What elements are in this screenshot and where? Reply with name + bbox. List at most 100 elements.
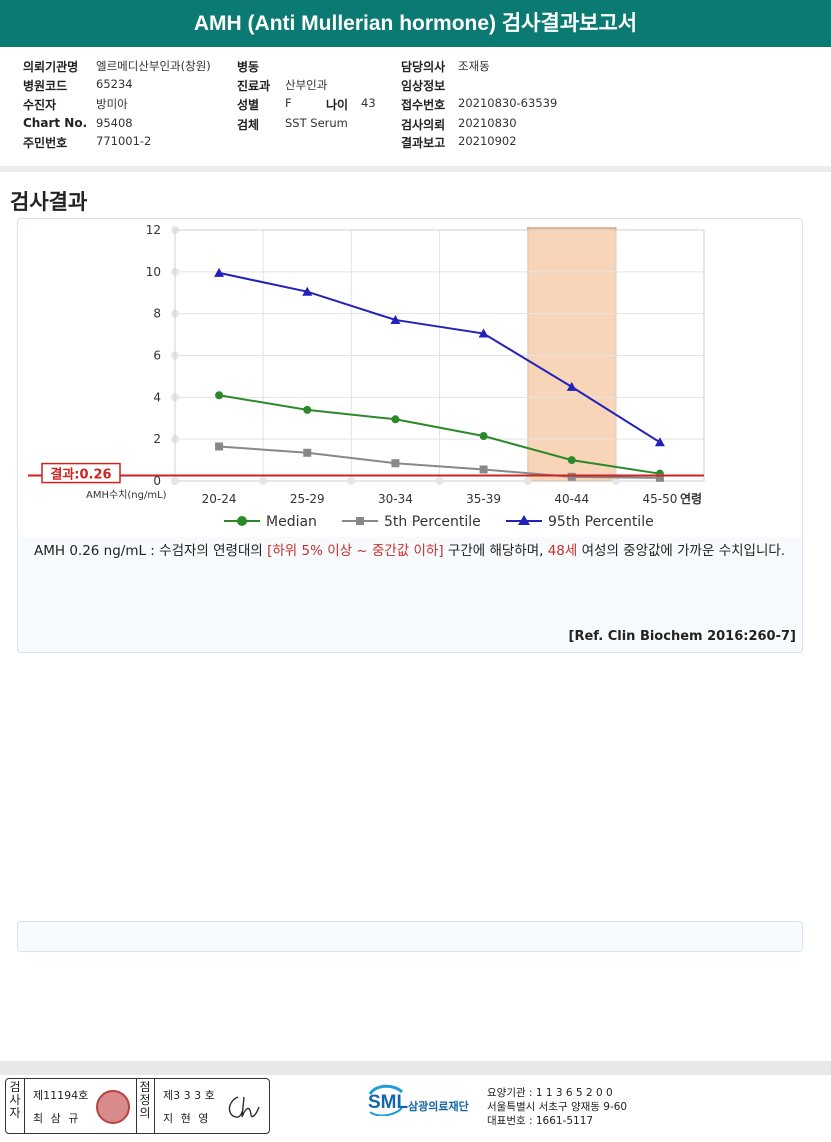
ward-label: 병동 [237, 60, 260, 74]
x-tick-label-45-50: 45-50 [642, 492, 677, 506]
legend-marker-1 [356, 517, 364, 525]
x-axis-label-left: AMH수치(ng/mL) [86, 489, 167, 501]
x-axis-label-right: 연령 [680, 491, 702, 506]
examinee-value: 방미아 [96, 97, 128, 111]
legend-marker-2 [518, 515, 530, 525]
x-tick-label-30-34: 30-34 [378, 492, 413, 506]
series-0-point-1 [303, 405, 312, 414]
interpretation-part1: AMH 0.26 ng/mL : 수검자의 연령대의 [34, 543, 268, 559]
specimen-value: SST Serum [285, 116, 348, 130]
series-2-point-2 [390, 314, 401, 324]
series-2-point-5 [654, 437, 665, 447]
organization-address: 서울특별시 서초구 양재동 9-60 [487, 1101, 628, 1113]
age-label: 나이 [326, 98, 349, 112]
request-date-label: 검사의뢰 [401, 118, 446, 132]
reception-no-label: 접수번호 [401, 98, 446, 112]
amh-chart: 0 2 4 6 8 10 12 20-24 25-29 30-34 35-39 40-44 45-50 A… [28, 223, 705, 530]
y-tick-label-12: 12 [146, 223, 161, 237]
series-1-point-1 [303, 448, 312, 457]
sex-value: F [285, 96, 292, 110]
sml-logo-text: SML [368, 1092, 409, 1113]
interpretation-range-highlight: [하위 5% 이상 ~ 중간값 이하] [267, 543, 444, 559]
report-date-value: 20210902 [458, 134, 517, 148]
y-tick-label-4: 4 [153, 390, 161, 404]
series-1-point-3 [479, 465, 488, 474]
series-1-point-0 [215, 442, 224, 451]
sex-label: 성별 [237, 98, 260, 112]
age-value: 43 [361, 96, 376, 110]
series-0-point-0 [215, 391, 224, 400]
series-line-0 [218, 394, 661, 475]
institution-label: 의뢰기관명 [23, 60, 79, 74]
x-tick-label-25-29: 25-29 [290, 492, 325, 506]
inspector-license: 제11194호 [33, 1089, 89, 1102]
patient-info-block: 의뢰기관명 엘르메디산부인과(창원) 병원코드 65234 수진자 방미아 Ch… [0, 48, 831, 168]
care-institution-code: 요양기관 : 1 1 3 6 5 2 0 0 [487, 1087, 613, 1099]
amh-chart-container: 0 2 4 6 8 10 12 20-24 25-29 30-34 35-39 40-44 45-50 A… [18, 219, 802, 537]
reception-no-value: 20210830-63539 [458, 96, 558, 110]
y-tick-label-10: 10 [146, 265, 161, 279]
y-tick-label-0: 0 [153, 474, 161, 488]
series-0-point-4 [567, 456, 576, 465]
interpretation-part2: 구간에 해당하며, [443, 543, 548, 559]
resident-no-label: 주민번호 [23, 136, 68, 150]
series-2-point-3 [478, 328, 489, 338]
interpretation-part3: 여성의 중앙값에 가까운 수치입니다. [577, 543, 786, 559]
chart-no-value: 95408 [96, 116, 133, 130]
resident-no-value: 771001-2 [96, 134, 152, 148]
series-2-point-1 [302, 286, 313, 296]
x-tick-dot-1 [259, 477, 268, 485]
separator-band [0, 166, 831, 172]
x-tick-dot-4 [523, 477, 532, 485]
inspector-seal-icon [96, 1090, 130, 1124]
clinical-info-label: 임상정보 [401, 79, 446, 93]
inspector-name: 최 삼 규 [33, 1112, 81, 1125]
request-date-value: 20210830 [458, 116, 517, 130]
x-tick-dot-0 [171, 477, 179, 485]
x-tick-label-40-44: 40-44 [554, 492, 589, 506]
legend-label-2: 95th Percentile [548, 514, 654, 530]
organization-name: 삼광의료재단 [408, 1100, 469, 1113]
hospital-code-label: 병원코드 [23, 79, 68, 93]
result-panel: 0 2 4 6 8 10 12 20-24 25-29 30-34 35-39 40-44 45-50 A… [17, 218, 803, 653]
department-label: 진료과 [237, 79, 271, 93]
doctor-value: 조재동 [458, 59, 490, 73]
y-tick-label-2: 2 [153, 432, 161, 446]
highlight-band-40-44 [527, 227, 617, 482]
series-2-point-4 [566, 381, 577, 391]
y-tick-label-8: 8 [153, 307, 161, 321]
interpretation-age-highlight: 48세 [547, 543, 578, 559]
chart-no-label: Chart No. [23, 116, 88, 130]
result-label-box [41, 462, 121, 484]
legend-label-1: 5th Percentile [384, 514, 481, 530]
series-line-2 [218, 271, 661, 444]
series-0-point-3 [479, 432, 488, 441]
doctor-label: 담당의사 [401, 60, 446, 74]
series-2-point-0 [214, 267, 225, 277]
report-title: AMH (Anti Mullerian hormone) 검사결과보고서 [0, 0, 831, 47]
x-tick-dot-3 [435, 477, 444, 485]
sml-logo-icon [368, 1084, 404, 1116]
signature-icon [228, 1096, 260, 1118]
series-1-point-5 [655, 473, 664, 482]
legend-label-0: Median [266, 514, 317, 530]
section-title: 검사결과 [10, 190, 88, 214]
y-tick-label-6: 6 [153, 349, 161, 363]
x-tick-label-35-39: 35-39 [466, 492, 501, 506]
result-label-text: 결과:0.26 [50, 467, 111, 483]
confirmer-label: 점정의 [139, 1080, 151, 1120]
legend-marker-0 [237, 516, 247, 526]
series-1-point-4 [567, 472, 576, 481]
empty-comment-panel [17, 921, 803, 952]
confirmer-name: 지 현 영 [163, 1112, 211, 1125]
x-tick-dot-5 [611, 477, 620, 485]
hospital-code-value: 65234 [96, 77, 133, 91]
department-value: 산부인과 [285, 78, 328, 92]
report-date-label: 결과보고 [401, 136, 446, 150]
organization-contact: 요양기관 : 1 1 3 6 5 2 0 0 서울특별시 서초구 양재동 9-6… [487, 1086, 627, 1128]
signature-box: 검사자 제11194호 최 삼 규 점정의 제3 3 3 호 지 현 영 [5, 1078, 270, 1134]
footer-band [0, 1061, 831, 1075]
organization-phone: 대표번호 : 1661-5117 [487, 1115, 594, 1127]
institution-value: 엘르메디산부인과(창원) [96, 59, 211, 73]
series-1-point-2 [391, 459, 400, 468]
